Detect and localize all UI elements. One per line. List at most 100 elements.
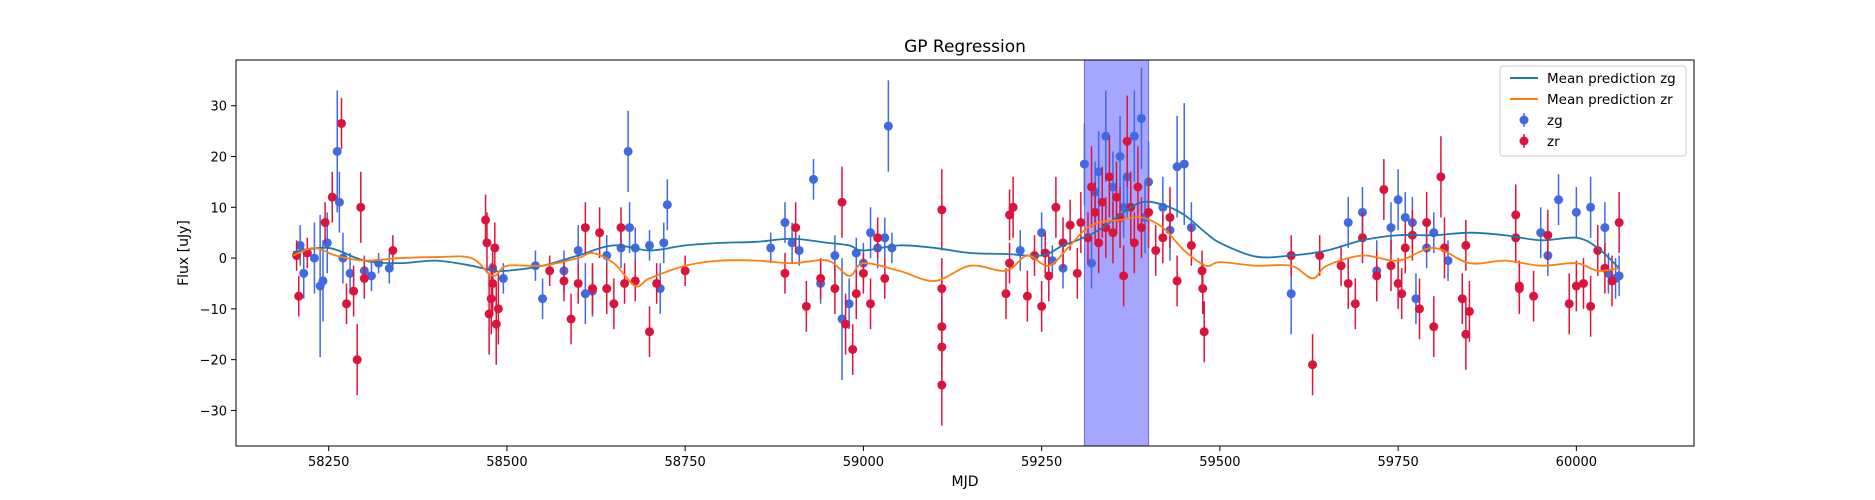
data-point-zr <box>481 215 491 225</box>
data-point-zg <box>309 253 319 263</box>
data-point-zr <box>1564 299 1574 309</box>
legend-label-zr: zr <box>1547 134 1560 150</box>
data-point-zr <box>1119 271 1129 281</box>
data-point-zg <box>1571 207 1581 217</box>
data-point-zr <box>1461 329 1471 339</box>
data-point-zg <box>880 233 890 243</box>
data-point-zg <box>345 268 355 278</box>
legend-handle-zg-points <box>1519 115 1529 125</box>
data-point-zr <box>1397 289 1407 299</box>
data-point-zr <box>937 284 947 294</box>
data-point-zg <box>866 228 876 238</box>
data-point-zg <box>1400 212 1410 222</box>
data-point-zr <box>1001 289 1011 299</box>
data-point-zr <box>1144 207 1154 217</box>
data-point-zr <box>1529 291 1539 301</box>
data-point-zg <box>580 289 590 299</box>
x-axis: 58250 58500 58750 59000 59250 59500 59750 60000 <box>308 446 1597 470</box>
data-point-zg <box>498 273 508 283</box>
data-point-zr <box>349 286 359 296</box>
data-point-zr <box>327 192 337 202</box>
data-point-zr <box>873 233 883 243</box>
data-point-zg <box>844 299 854 309</box>
data-point-zg <box>1037 228 1047 238</box>
data-point-zr <box>1464 306 1474 316</box>
data-point-zr <box>858 268 868 278</box>
data-point-zr <box>1400 243 1410 253</box>
data-point-zr <box>352 355 362 365</box>
data-point-zg <box>538 294 548 304</box>
x-tick-label: 58500 <box>486 455 527 470</box>
data-point-zg <box>1614 271 1624 281</box>
data-point-zr <box>1571 281 1581 291</box>
plot-frame <box>235 59 1695 447</box>
data-point-zr <box>1151 245 1161 255</box>
data-point-zg <box>1087 258 1097 268</box>
data-point-zr <box>1005 210 1015 220</box>
data-point-zr <box>1393 278 1403 288</box>
data-point-zr <box>1379 185 1389 195</box>
data-point-zr <box>1586 301 1596 311</box>
mean-prediction-line-zg <box>292 200 1620 273</box>
series-zg <box>295 67 1624 380</box>
data-point-zr <box>482 238 492 248</box>
data-point-zr <box>630 276 640 286</box>
data-point-zg <box>645 240 655 250</box>
data-point-zg <box>334 197 344 207</box>
data-point-zr <box>1614 218 1624 228</box>
data-point-zr <box>1172 276 1182 286</box>
data-point-zr <box>937 322 947 332</box>
data-point-zg <box>794 245 804 255</box>
data-point-zr <box>1199 327 1209 337</box>
y-tick-label: −10 <box>200 303 227 318</box>
data-point-zg <box>1411 294 1421 304</box>
x-tick-label: 58750 <box>664 455 705 470</box>
data-point-zr <box>580 223 590 233</box>
data-point-zg <box>808 174 818 184</box>
data-point-zg <box>1393 195 1403 205</box>
data-point-zr <box>837 197 847 207</box>
data-point-zr <box>1511 233 1521 243</box>
legend-box <box>1499 65 1687 157</box>
data-point-zr <box>388 245 398 255</box>
data-point-zg <box>1343 218 1353 228</box>
data-point-zg <box>1179 159 1189 169</box>
legend-label-zg: zg <box>1547 113 1563 129</box>
data-point-zg <box>830 251 840 261</box>
data-point-zr <box>1343 278 1353 288</box>
data-point-zg <box>1554 195 1564 205</box>
data-point-zr <box>1104 172 1114 182</box>
data-point-zr <box>1436 172 1446 182</box>
data-point-zr <box>1094 238 1104 248</box>
data-point-zr <box>1350 299 1360 309</box>
data-point-zr <box>1136 223 1146 233</box>
y-tick-label: 10 <box>210 201 227 216</box>
data-point-zg <box>1386 223 1396 233</box>
x-tick-label: 60000 <box>1556 455 1597 470</box>
data-point-zg <box>295 240 305 250</box>
data-point-zr <box>356 202 366 212</box>
data-point-zg <box>780 218 790 228</box>
x-tick-label: 59250 <box>1021 455 1062 470</box>
data-point-zg <box>787 238 797 248</box>
data-point-zr <box>602 284 612 294</box>
data-point-zr <box>545 266 555 276</box>
x-axis-label: MJD <box>952 474 979 490</box>
data-point-zr <box>1461 240 1471 250</box>
data-point-zr <box>587 284 597 294</box>
y-tick-label: 30 <box>210 100 227 115</box>
data-point-zr <box>491 319 501 329</box>
data-point-zr <box>1087 182 1097 192</box>
chart-title: GP Regression <box>904 37 1026 57</box>
data-point-zg <box>766 243 776 253</box>
data-point-zr <box>1593 245 1603 255</box>
x-tick-label: 59750 <box>1377 455 1418 470</box>
data-point-zg <box>384 263 394 273</box>
data-point-zr <box>1336 261 1346 271</box>
x-tick-label: 59500 <box>1199 455 1240 470</box>
data-point-zr <box>937 380 947 390</box>
data-point-zr <box>1037 301 1047 311</box>
data-point-zr <box>1101 223 1111 233</box>
data-point-zr <box>616 223 626 233</box>
